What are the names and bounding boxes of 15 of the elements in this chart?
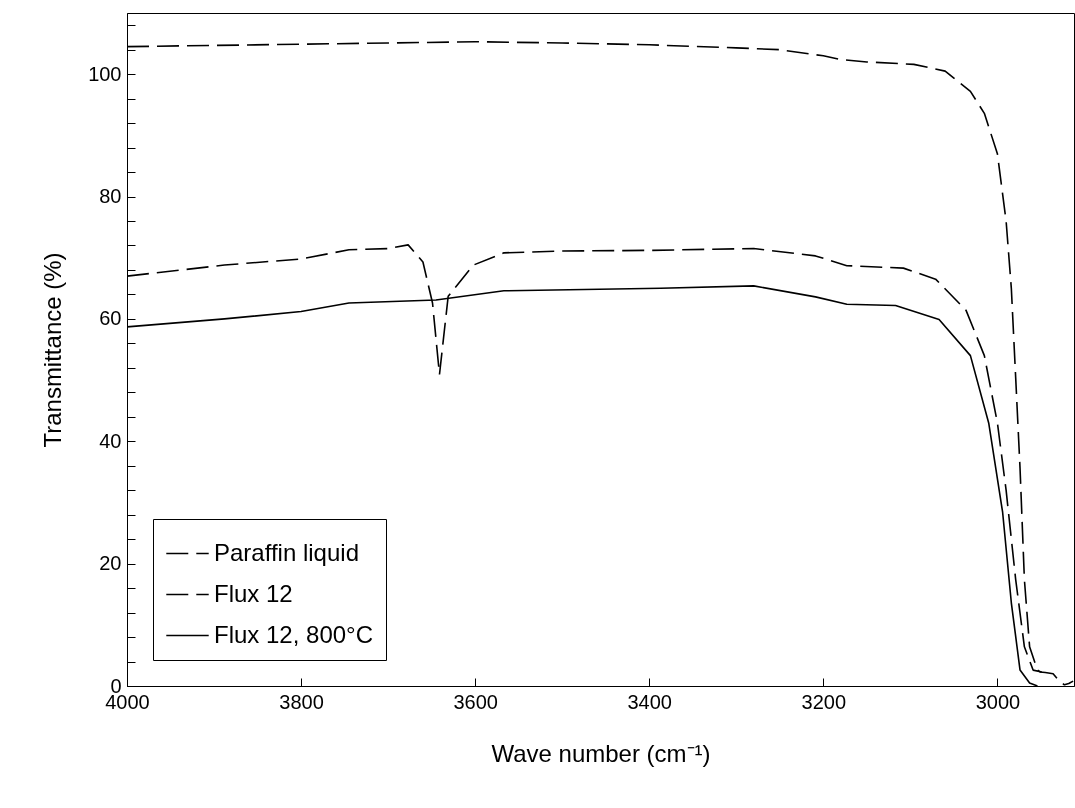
y-tick-label: 80: [99, 185, 122, 208]
x-tick-label: 3800: [279, 690, 324, 713]
x-axis-title: Wave number (cm⁻¹): [491, 739, 711, 767]
legend-label: Paraffin liquid: [214, 538, 359, 566]
y-tick-label: 20: [99, 552, 122, 575]
x-tick-label: 3200: [801, 690, 847, 713]
legend-label: Flux 12, 800°C: [214, 620, 374, 648]
y-tick-label: 60: [99, 307, 122, 330]
y-tick-label: 100: [88, 62, 122, 85]
y-tick-label: 40: [99, 429, 122, 452]
legend-label: Flux 12: [214, 579, 293, 607]
x-tick-label: 3000: [975, 690, 1021, 713]
x-tick-label: 3400: [627, 690, 672, 713]
y-axis-title: Transmittance (%): [39, 252, 67, 448]
x-tick-label: 3600: [453, 690, 498, 713]
